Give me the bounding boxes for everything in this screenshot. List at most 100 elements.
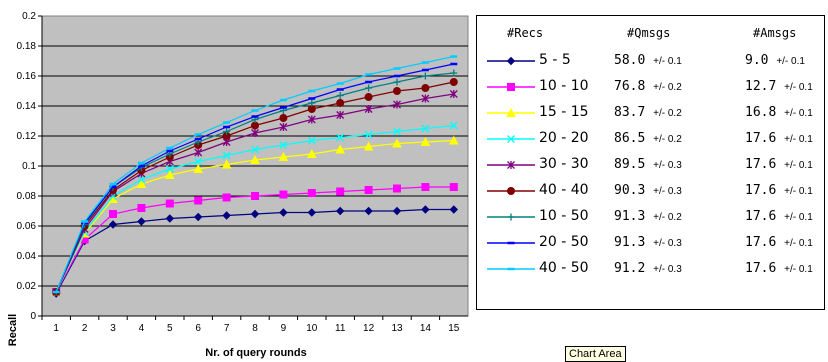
amsgs-error: +/- 0.1	[784, 186, 813, 197]
x-tick-label: 4	[139, 323, 145, 334]
qmsgs-error: +/- 0.2	[653, 82, 682, 93]
data-point	[421, 84, 430, 92]
legend-row: 40 - 50 91.2 +/- 0.3 17.6 +/- 0.1	[477, 256, 824, 282]
data-point	[137, 175, 146, 184]
data-point	[393, 127, 401, 136]
legend: #Recs #Qmsgs #Amsgs 5 - 5 58.0 +/- 0.1 9.0…	[476, 15, 825, 310]
data-point	[194, 157, 203, 166]
data-point	[363, 141, 374, 151]
legend-symbol	[487, 161, 535, 169]
legend-row: 20 - 50 91.3 +/- 0.3 17.6 +/- 0.1	[477, 230, 824, 256]
legend-symbol	[487, 56, 535, 66]
legend-label: 5 - 5	[539, 52, 571, 68]
amsgs-value: 17.6 +/- 0.1	[745, 157, 813, 172]
data-point	[251, 129, 259, 137]
qmsgs-value: 58.0 +/- 0.1	[614, 53, 682, 68]
x-tick-label: 5	[167, 323, 173, 334]
data-point	[448, 135, 459, 145]
legend-marker	[506, 107, 516, 117]
amsgs-value: 9.0 +/- 0.1	[745, 53, 805, 68]
data-point	[421, 72, 429, 80]
data-point	[137, 204, 146, 212]
data-point	[392, 138, 402, 148]
legend-symbol	[487, 107, 535, 117]
data-point	[336, 92, 344, 99]
data-point	[449, 205, 459, 214]
data-point	[136, 178, 147, 188]
y-tick-label: 0.08	[17, 191, 37, 202]
data-point	[193, 163, 204, 173]
qmsgs-error: +/- 0.3	[653, 186, 682, 197]
legend-header-recs: #Recs	[507, 26, 544, 40]
data-point	[194, 196, 203, 205]
qmsgs-value: 91.3 +/- 0.2	[614, 209, 682, 224]
data-point	[164, 169, 175, 179]
data-point	[279, 190, 288, 199]
legend-label: 30 - 30	[539, 156, 589, 172]
amsgs-error: +/- 0.1	[784, 108, 813, 119]
qmsgs-error: +/- 0.2	[653, 134, 682, 145]
amsgs-value: 17.6 +/- 0.1	[745, 235, 813, 250]
x-tick-label: 14	[420, 323, 432, 334]
data-point	[108, 220, 118, 229]
amsgs-error: +/- 0.1	[784, 264, 813, 275]
y-tick-label: 0.04	[17, 251, 37, 262]
legend-row: 5 - 5 58.0 +/- 0.1 9.0 +/- 0.1	[477, 48, 824, 74]
data-point	[393, 78, 401, 86]
qmsgs-error: +/- 0.2	[653, 108, 682, 119]
data-point	[335, 144, 346, 154]
y-tick-label: 0.2	[22, 11, 36, 22]
data-point	[364, 186, 373, 194]
data-point	[221, 159, 232, 169]
legend-row: 10 - 10 76.8 +/- 0.2 12.7 +/- 0.1	[477, 74, 824, 100]
data-point	[308, 99, 316, 107]
legend-row: 40 - 40 90.3 +/- 0.3 17.6 +/- 0.1	[477, 178, 824, 204]
legend-label: 10 - 50	[539, 208, 589, 224]
qmsgs-error: +/- 0.3	[653, 160, 682, 171]
amsgs-error: +/- 0.1	[784, 160, 813, 171]
data-point	[307, 115, 316, 124]
legend-symbol	[487, 213, 535, 221]
legend-symbol	[487, 187, 535, 195]
data-point	[393, 100, 401, 109]
data-point	[251, 121, 259, 130]
data-point	[336, 99, 345, 107]
qmsgs-value: 91.2 +/- 0.3	[614, 261, 682, 276]
data-point	[421, 124, 430, 133]
legend-marker	[507, 161, 515, 169]
data-point	[364, 105, 373, 113]
legend-label: 20 - 50	[539, 234, 589, 250]
data-point	[449, 78, 458, 86]
amsgs-value: 17.6 +/- 0.1	[745, 261, 813, 276]
y-tick-label: 0.12	[17, 131, 37, 142]
data-point	[307, 189, 316, 197]
y-tick-label: 0.14	[17, 101, 37, 112]
x-tick-label: 6	[195, 323, 201, 334]
data-point	[364, 206, 373, 216]
data-point	[393, 184, 401, 193]
legend-row: 15 - 15 83.7 +/- 0.2 16.8 +/- 0.1	[477, 100, 824, 126]
data-point	[421, 205, 430, 214]
y-tick-label: 0.16	[17, 71, 37, 82]
x-tick-label: 8	[252, 323, 258, 334]
data-point	[335, 206, 345, 216]
data-point	[193, 212, 203, 222]
data-point	[251, 145, 259, 154]
y-tick-label: 0	[30, 311, 36, 322]
legend-symbol	[487, 83, 535, 91]
amsgs-error: +/- 0.1	[776, 56, 805, 67]
legend-marker	[507, 135, 515, 143]
x-tick-label: 7	[224, 323, 230, 334]
legend-symbol	[487, 135, 535, 143]
amsgs-value: 17.6 +/- 0.1	[745, 183, 813, 198]
legend-row: 20 - 20 86.5 +/- 0.2 17.6 +/- 0.1	[477, 126, 824, 152]
data-point	[279, 208, 288, 217]
legend-row: 30 - 30 89.5 +/- 0.3 17.6 +/- 0.1	[477, 152, 824, 178]
data-point	[364, 130, 373, 139]
x-tick-label: 3	[110, 323, 116, 334]
legend-marker	[507, 187, 515, 195]
amsgs-error: +/- 0.1	[784, 212, 813, 223]
amsgs-value: 16.8 +/- 0.1	[745, 105, 813, 120]
data-point	[392, 206, 402, 216]
x-tick-label: 15	[448, 323, 460, 334]
